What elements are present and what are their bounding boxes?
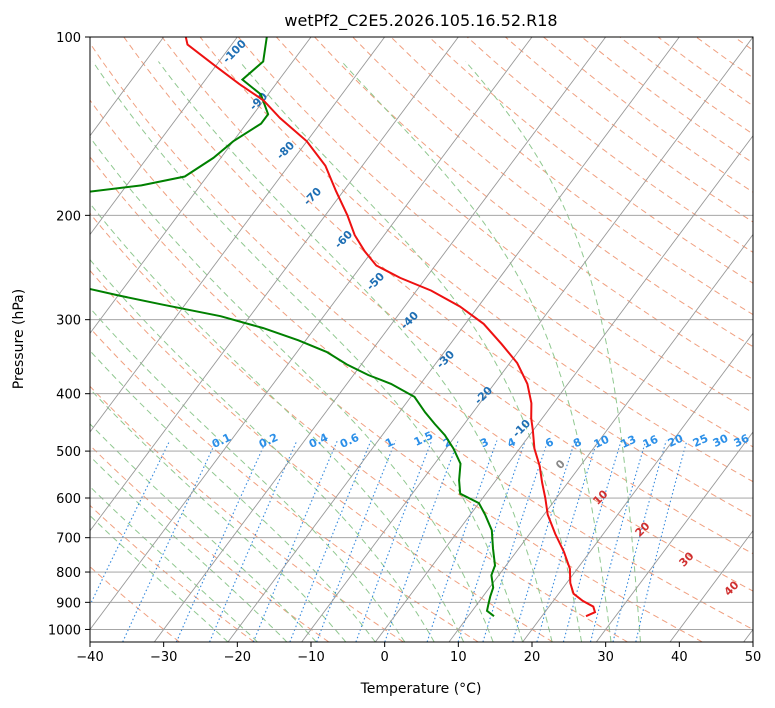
- mixing-label: 36: [732, 432, 752, 450]
- mixing-ratio-line: [612, 440, 667, 642]
- isotherm-line: [227, 37, 680, 642]
- mixing-label: 13: [619, 433, 638, 451]
- background-lines: [90, 37, 753, 642]
- chart-title: wetPf2_C2E5.2026.105.16.52.R18: [284, 11, 557, 31]
- mixing-label: 16: [641, 433, 661, 451]
- mixing-ratio-lines: [90, 440, 688, 642]
- mixing-ratio-line: [589, 440, 647, 642]
- isotherm-line: [153, 37, 607, 642]
- mixing-ratio-line: [482, 440, 549, 642]
- x-tick-label: 0: [381, 650, 389, 665]
- profiles: [90, 37, 597, 618]
- isotherm-line: [90, 37, 533, 631]
- isobars: [90, 37, 753, 630]
- y-tick-label: 100: [56, 31, 81, 46]
- moist-adiabat-line: [90, 388, 347, 642]
- moist-adiabat-line: [90, 258, 435, 642]
- isotherm-line: [90, 37, 238, 236]
- mixing-ratio-line: [355, 440, 433, 642]
- y-tick-label: 500: [56, 445, 81, 460]
- mixing-ratio-line: [384, 440, 459, 642]
- mixing-label: 20: [666, 432, 686, 450]
- dewpoint-line: [90, 37, 497, 617]
- isotherm-line: [90, 37, 459, 532]
- x-tick-label: 40: [671, 650, 688, 665]
- mixing-ratio-line: [536, 440, 598, 642]
- y-tick-label: 700: [56, 532, 81, 547]
- dry-adiabat-line: [428, 37, 753, 284]
- x-tick-label: −10: [297, 650, 324, 665]
- isotherm-line: [90, 37, 312, 334]
- y-tick-label: 400: [56, 388, 81, 403]
- x-axis: −40 −30 −20 −10 0 10 20 30 40 50: [76, 642, 761, 665]
- mixing-ratio-line: [635, 440, 688, 642]
- isotherm-line: [669, 529, 753, 642]
- moist-adiabat-line: [239, 61, 583, 642]
- isotherm-line: [374, 134, 753, 642]
- moist-adiabat-line: [157, 61, 553, 642]
- dry-adiabat-line: [90, 269, 554, 642]
- y-tick-label: 200: [56, 209, 81, 224]
- moist-adiabats: [90, 61, 641, 642]
- y-tick-label: 1000: [48, 623, 81, 638]
- x-tick-label: 20: [524, 650, 541, 665]
- y-tick-label: 300: [56, 314, 81, 329]
- y-axis-label: Pressure (hPa): [11, 289, 27, 389]
- moist-adiabat-line: [90, 514, 229, 642]
- moist-adiabat-line: [90, 423, 317, 642]
- x-tick-label: −40: [76, 650, 103, 665]
- isotherm-line: [595, 431, 753, 642]
- mixing-ratio-line: [252, 440, 338, 642]
- moist-adiabat-line: [90, 307, 406, 642]
- x-tick-label: 50: [745, 650, 762, 665]
- dry-adiabat-line: [161, 37, 753, 518]
- mixing-ratio-line: [209, 440, 298, 642]
- dry-adiabat-line: [199, 37, 753, 483]
- moist-adiabat-line: [90, 455, 288, 642]
- dry-adiabat-line: [90, 385, 404, 642]
- y-tick-label: 600: [56, 492, 81, 507]
- y-tick-label: 900: [56, 596, 81, 611]
- dry-adiabat-line: [90, 156, 703, 642]
- x-tick-label: −30: [150, 650, 177, 665]
- moist-adiabat-line: [90, 202, 465, 642]
- mixing-ratio-line: [512, 440, 576, 642]
- isotherm-line: [90, 37, 386, 433]
- moist-adiabat-line: [90, 485, 258, 642]
- x-axis-label: Temperature (°C): [360, 681, 482, 697]
- plot-area: [90, 37, 753, 642]
- moist-adiabat-line: [92, 61, 524, 642]
- moist-adiabat-line: [465, 61, 641, 642]
- isotherm-line: [448, 233, 753, 642]
- mixing-label: 25: [691, 432, 710, 450]
- mixing-ratio-line: [175, 440, 267, 642]
- temperature-line: [184, 37, 597, 618]
- y-axis: 100 200 300 400 500 600 700 800 900 1000: [48, 31, 90, 638]
- dry-adiabat-line: [90, 212, 628, 642]
- isotherms: [90, 37, 753, 642]
- dry-adiabat-line: [90, 99, 753, 630]
- x-tick-label: 30: [597, 650, 614, 665]
- mixing-ratio-line: [562, 440, 622, 642]
- dry-adiabat-line: [352, 37, 753, 348]
- y-tick-label: 800: [56, 566, 81, 581]
- x-tick-label: 10: [450, 650, 467, 665]
- moist-adiabat-line: [341, 61, 612, 642]
- isotherm-line: [522, 332, 753, 642]
- plot-frame: [89, 36, 754, 643]
- mixing-label: 30: [711, 432, 731, 450]
- moist-adiabat-line: [90, 136, 494, 642]
- mixing-label: 10: [592, 433, 612, 451]
- moist-adiabat-line: [90, 350, 376, 642]
- dry-adiabat-line: [390, 37, 753, 316]
- isotherm-line: [301, 37, 753, 642]
- dry-adiabat-line: [90, 42, 753, 592]
- x-tick-label: −20: [224, 650, 251, 665]
